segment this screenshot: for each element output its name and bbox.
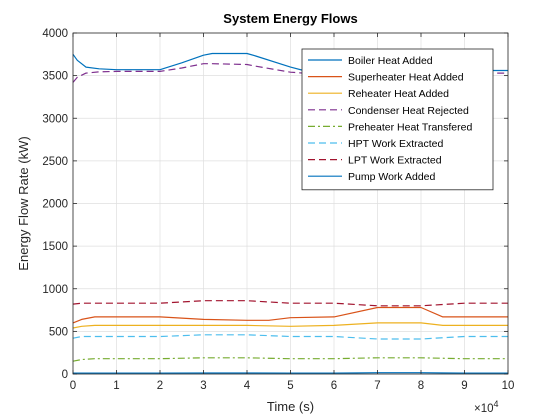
x-axis-exponent-power: 4 [494,399,499,409]
legend-label-hpt-work-extracted: HPT Work Extracted [348,138,443,150]
x-axis-exponent: ×104 [474,399,499,415]
y-tick-label: 4000 [42,28,68,40]
x-tick-label: 1 [113,380,119,392]
legend-label-reheater-heat-added: Reheater Heat Added [348,88,449,100]
series-line-reheater-heat-added [72,322,508,329]
legend-label-preheater-heat-transfered: Preheater Heat Transfered [348,121,472,133]
x-tick-label: 3 [200,380,206,392]
x-tick-label: 0 [70,380,76,392]
x-tick-label: 8 [418,380,424,392]
ticks: 0 1 2 3 4 5 6 7 8 9 10 0 500 1000 1500 2000 2500 3000 3500… [42,28,514,392]
x-tick-label: 10 [502,380,515,392]
x-tick-label: 2 [157,380,163,392]
y-axis-label: Energy Flow Rate (kW) [16,136,31,270]
x-tick-label: 6 [331,380,337,392]
y-tick-label: 1500 [42,241,68,253]
y-tick-label: 2000 [42,199,68,211]
legend: Boiler Heat Added Superheater Heat Added R… [301,48,494,191]
series-line-superheater-heat-added [72,306,508,324]
legend-label-superheater-heat-added: Superheater Heat Added [348,72,464,84]
y-tick-label: 2500 [42,156,68,168]
chart-title: System Energy Flows [223,11,357,26]
series-group [72,52,508,374]
series-line-preheater-heat-transfered [72,357,508,362]
legend-label-boiler-heat-added: Boiler Heat Added [348,55,433,67]
x-tick-label: 4 [244,380,251,392]
x-tick-label: 9 [461,380,467,392]
legend-box [301,48,494,191]
y-tick-label: 1000 [42,284,68,296]
series-line-lpt-work-extracted [72,300,508,307]
y-tick-label: 0 [62,369,68,381]
legend-label-pump-work-added: Pump Work Added [348,171,436,183]
series-line-condenser-heat-rejected [72,63,508,83]
x-axis-exponent-base: ×10 [474,403,494,415]
x-tick-label: 5 [287,380,293,392]
legend-items: Boiler Heat Added Superheater Heat Added R… [308,55,472,183]
y-tick-label: 3500 [42,71,68,83]
y-tick-label: 500 [49,326,68,338]
x-tick-label: 7 [374,380,380,392]
x-axis-label: Time (s) [267,399,314,414]
legend-label-condenser-heat-rejected: Condenser Heat Rejected [348,105,469,117]
legend-label-lpt-work-extracted: LPT Work Extracted [348,155,442,167]
series-line-hpt-work-extracted [72,334,508,340]
y-tick-label: 3000 [42,113,68,125]
